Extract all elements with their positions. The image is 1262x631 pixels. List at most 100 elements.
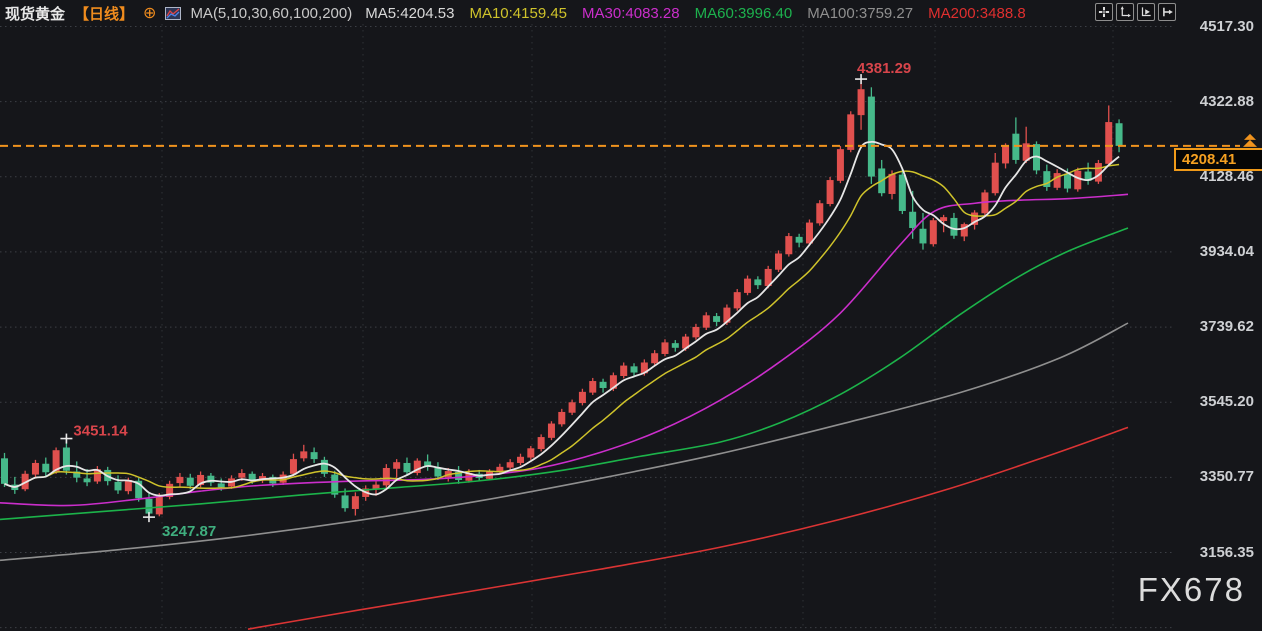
- ma-values-legend: MA5:4204.53 MA10:4159.45 MA30:4083.28 MA60:…: [365, 5, 1025, 22]
- candle-body: [1043, 171, 1051, 188]
- candle-body: [867, 96, 875, 177]
- candle-body: [578, 391, 586, 404]
- candle-body: [320, 459, 328, 474]
- candle-body: [186, 477, 194, 486]
- axis-price-label: 3934.04: [1199, 242, 1254, 260]
- candle-body: [124, 479, 132, 492]
- ma5-line: [4, 140, 1120, 497]
- axis-price-label: 4128.46: [1199, 167, 1254, 185]
- instrument-title: 现货黄金: [5, 6, 66, 23]
- candle-body: [733, 292, 741, 309]
- ma-group-label: MA(5,10,30,60,100,200): [190, 5, 353, 22]
- ma30-line: [0, 193, 1129, 507]
- candle-body: [651, 353, 659, 364]
- candle-body: [114, 481, 122, 491]
- candle-body: [599, 381, 607, 388]
- candle-body: [537, 437, 545, 450]
- candle-body: [589, 381, 597, 393]
- candle-body: [847, 114, 855, 150]
- go-to-latest-icon[interactable]: [1158, 3, 1176, 21]
- ma-lines-layer: [0, 140, 1129, 630]
- candle-body: [547, 423, 555, 438]
- candle-body: [434, 467, 442, 477]
- price-up-arrow-icon: [1244, 133, 1256, 140]
- candle-body: [93, 469, 101, 482]
- extreme-price-label: 3451.14: [73, 423, 128, 440]
- candle-body: [816, 203, 824, 224]
- candle-body: [929, 220, 937, 245]
- candle-body: [248, 473, 256, 482]
- candle-body: [1074, 170, 1082, 190]
- candle-body: [1105, 122, 1113, 164]
- axis-autoplay-icon[interactable]: [1137, 3, 1155, 21]
- candle-body: [775, 253, 782, 270]
- candle-body: [372, 484, 380, 490]
- current-price-layer: [0, 133, 1257, 147]
- candle-body: [31, 462, 39, 475]
- candle-body: [259, 476, 266, 481]
- candle-body: [289, 459, 297, 474]
- candle-body: [279, 474, 287, 483]
- candle-body: [331, 474, 339, 495]
- candle-body: [83, 478, 91, 483]
- candle-body: [351, 496, 359, 509]
- candle-body: [826, 180, 834, 205]
- grid-layer: [0, 24, 1172, 629]
- candle-body: [300, 451, 308, 459]
- candle-body: [176, 476, 184, 484]
- candle-body: [888, 173, 896, 194]
- candle-body: [661, 342, 669, 354]
- ma10-line: [4, 163, 1120, 490]
- candle-body: [135, 480, 143, 499]
- candle-body: [145, 498, 153, 514]
- candle-body: [1084, 171, 1092, 181]
- ma-value-label: MA5:4204.53: [365, 5, 455, 22]
- ma-value-label: MA200:3488.8: [928, 5, 1026, 22]
- candle-body: [424, 461, 432, 467]
- add-instrument-icon[interactable]: ⊕: [143, 4, 157, 22]
- chart-header: 现货黄金 【日线】 ⊕ MA(5,10,30,60,100,200) MA5:4…: [5, 3, 1026, 24]
- candle-body: [455, 471, 463, 480]
- extreme-price-label: 3247.87: [162, 523, 216, 540]
- candle-body: [21, 473, 29, 490]
- candle-body: [166, 483, 174, 497]
- candle-body: [857, 89, 865, 116]
- candle-body: [630, 366, 638, 373]
- candle-body: [382, 467, 390, 486]
- candle-body: [1115, 123, 1123, 146]
- candle-body: [62, 447, 70, 471]
- candle-body: [991, 162, 999, 194]
- candle-body: [155, 496, 163, 515]
- candle-body: [52, 450, 60, 472]
- candle-body: [1053, 173, 1061, 188]
- candle-body: [197, 474, 205, 485]
- candle-body: [1094, 163, 1102, 182]
- axis-price-label: 4517.30: [1199, 17, 1254, 35]
- candle-body: [609, 375, 617, 389]
- pan-icon[interactable]: [1095, 3, 1113, 21]
- ma-value-label: MA10:4159.45: [469, 5, 568, 22]
- ma-value-label: MA100:3759.27: [807, 5, 914, 22]
- candle-body: [341, 495, 349, 509]
- candle-body: [764, 268, 772, 286]
- candle-body: [73, 471, 81, 478]
- candle-body: [702, 315, 710, 328]
- candle-body: [682, 336, 690, 349]
- last-price-badge: 4208.41: [1174, 147, 1262, 171]
- axis-price-label: 4322.88: [1199, 92, 1254, 110]
- candle-body: [42, 463, 50, 473]
- indicator-chart-icon[interactable]: [165, 7, 182, 20]
- axis-scale-icon[interactable]: [1116, 3, 1134, 21]
- candle-body: [795, 236, 803, 243]
- candle-body: [754, 279, 762, 286]
- candles-layer: [1, 79, 1123, 518]
- candle-body: [940, 217, 948, 222]
- candle-body: [1002, 146, 1010, 164]
- axis-price-label: 3156.35: [1199, 543, 1254, 561]
- candle-body: [744, 278, 752, 293]
- candle-body: [919, 228, 927, 244]
- candle-body: [713, 316, 721, 322]
- candle-body: [971, 212, 979, 225]
